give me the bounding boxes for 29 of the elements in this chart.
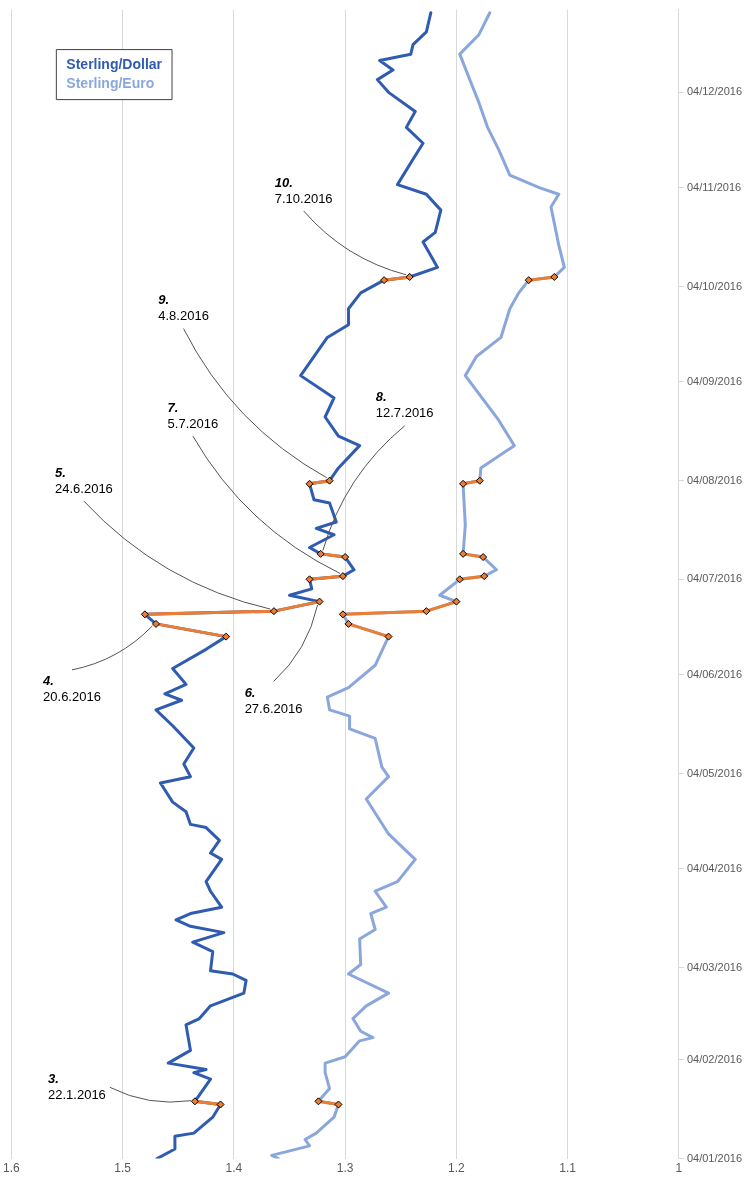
- y-tick-label: 04/04/2016: [686, 861, 743, 874]
- y-tick-label: 04/02/2016: [686, 1052, 743, 1065]
- y-tick-label: 04/06/2016: [686, 667, 743, 680]
- x-tick-label: 1.3: [336, 1161, 354, 1176]
- y-tick-label: 04/05/2016: [686, 766, 743, 779]
- y-tick-label: 04/07/2016: [686, 572, 743, 585]
- x-tick-label: 1.1: [559, 1161, 577, 1176]
- y-tick-label: 04/09/2016: [686, 375, 743, 388]
- x-tick-label: 1.5: [114, 1161, 132, 1176]
- y-tick-label: 04/01/2016: [686, 1151, 743, 1164]
- annotation: 7. 5.7.2016: [167, 399, 219, 431]
- annotation: 3. 22.1.2016: [48, 1070, 106, 1102]
- annotation: 9. 4.8.2016: [158, 292, 209, 324]
- x-tick-label: 1.6: [3, 1161, 20, 1176]
- annotation: 10. 7.10.2016: [274, 174, 333, 206]
- annotation: 6. 27.6.2016: [244, 685, 303, 717]
- x-tick-label: 1.2: [448, 1161, 466, 1176]
- annotation: 5. 24.6.2016: [55, 464, 113, 496]
- annotation: 4. 20.6.2016: [42, 673, 101, 705]
- annotation: 8. 12.7.2016: [375, 389, 434, 421]
- y-tick-label: 04/11/2016: [686, 180, 742, 193]
- x-tick-label: 1.4: [225, 1161, 243, 1176]
- text: Sterling/Euro: [66, 74, 155, 91]
- y-tick-label: 04/08/2016: [686, 473, 743, 486]
- y-tick-label: 04/03/2016: [686, 960, 743, 973]
- y-tick-label: 04/12/2016: [686, 85, 743, 98]
- x-tick-label: 1: [675, 1161, 683, 1176]
- y-tick-label: 04/10/2016: [686, 279, 743, 292]
- text: Sterling/Dollar: [66, 55, 163, 72]
